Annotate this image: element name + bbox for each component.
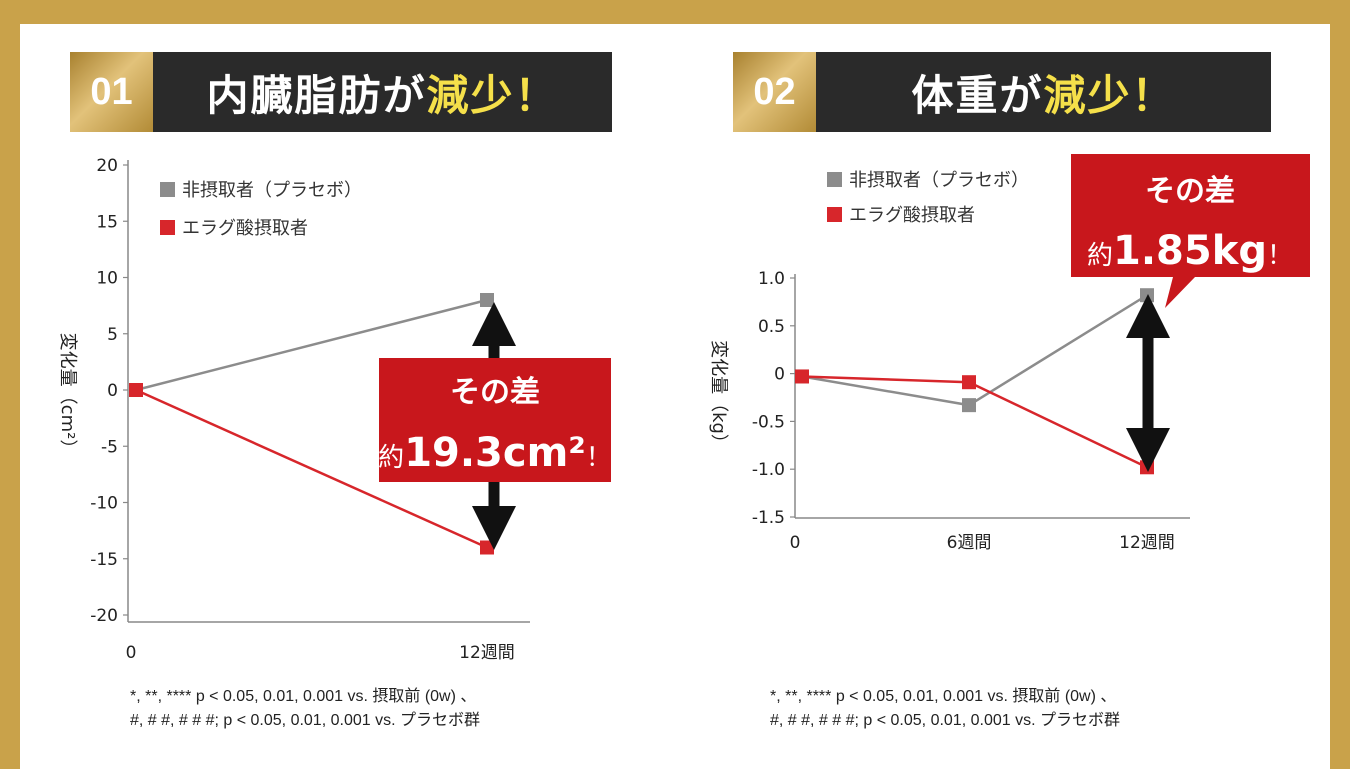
callout-suffix: ！ — [586, 443, 612, 473]
y-tick-label: -5 — [101, 437, 118, 457]
callout-line1: その差 — [450, 375, 540, 410]
content-panel — [20, 24, 1330, 769]
callout-value: 19.3cm² — [404, 430, 586, 476]
y-tick-label: 5 — [107, 325, 118, 345]
panel2-title-highlight: 減少！ — [1043, 70, 1176, 120]
y-tick-label: -1.5 — [752, 508, 785, 528]
panel2-title-main: 体重が — [911, 70, 1044, 120]
data-point-ellagic — [1140, 460, 1154, 475]
data-point-placebo — [480, 293, 494, 307]
x-tick-12w: 12週間 — [459, 643, 515, 663]
data-point-placebo — [962, 398, 976, 413]
panel1-number: 01 — [70, 52, 153, 132]
x-tick-6w: 6週間 — [947, 533, 992, 553]
y-tick-label: 0 — [774, 365, 785, 385]
legend-swatch-placebo — [827, 172, 842, 187]
panel2-header: 02 体重が 減少！ — [733, 52, 1271, 132]
y-tick-label: 0 — [107, 381, 118, 401]
panel1-title-highlight: 減少！ — [426, 70, 559, 120]
series-line-placebo — [135, 298, 488, 392]
data-point-placebo — [1140, 288, 1154, 303]
y-tick-label: 15 — [96, 212, 118, 232]
footnote-line2: #, # #, # # #; p < 0.05, 0.01, 0.001 vs.… — [130, 712, 480, 729]
legend-label-ellagic: エラグ酸摂取者 — [849, 205, 975, 226]
callout-prefix: 約 — [1087, 241, 1113, 271]
panel2-number: 02 — [733, 52, 816, 132]
x-tick-0: 0 — [126, 643, 137, 663]
series-line-ellagic — [801, 375, 1148, 469]
series-line-ellagic — [135, 388, 488, 549]
callout-line2: 約19.3cm²！ — [378, 430, 612, 476]
y-tick-label: -15 — [90, 550, 118, 570]
legend-label-placebo: 非摂取者（プラセボ） — [182, 180, 362, 201]
data-point-ellagic — [129, 383, 143, 397]
y-tick-label: -0.5 — [752, 412, 785, 432]
callout-prefix: 約 — [378, 443, 404, 473]
panel1-header: 01 内臓脂肪が 減少！ — [70, 52, 612, 132]
panel1-title: 内臓脂肪が 減少！ — [153, 52, 612, 132]
difference-callout — [1071, 154, 1310, 308]
data-point-ellagic — [962, 375, 976, 390]
panel1-footnote: *, **, **** p < 0.05, 0.01, 0.001 vs. 摂取… — [130, 685, 480, 733]
data-point-ellagic — [795, 369, 809, 384]
y-tick-label: -10 — [90, 494, 118, 514]
y-axis-label: 変化量（cm²） — [57, 333, 78, 458]
data-point-ellagic — [480, 540, 494, 555]
panel2-footnote: *, **, **** p < 0.05, 0.01, 0.001 vs. 摂取… — [770, 685, 1120, 733]
y-tick-label: 10 — [96, 269, 118, 289]
y-tick-label: -1.0 — [752, 460, 785, 480]
callout-value: 1.85kg — [1113, 228, 1267, 274]
y-tick-label: 1.0 — [758, 269, 785, 289]
footnote-line1: *, **, **** p < 0.05, 0.01, 0.001 vs. 摂取… — [130, 688, 477, 705]
x-tick-0: 0 — [790, 533, 801, 553]
chart-visceral-fat: 20 15 10 5 0 -5 -10 -15 -20 0 12週間 変化量（cm²） 非摂取者… — [57, 156, 612, 663]
y-tick-label: -20 — [90, 606, 118, 626]
legend-label-ellagic: エラグ酸摂取者 — [182, 218, 308, 239]
legend-swatch-ellagic — [160, 220, 175, 235]
chart-body-weight: 1.0 0.5 0 -0.5 -1.0 -1.5 0 6週間 12週間 変化量（kg） 非… — [708, 154, 1310, 553]
panel2-title: 体重が 減少！ — [816, 52, 1271, 132]
callout-line1: その差 — [1145, 174, 1235, 209]
y-tick-label: 0.5 — [758, 317, 785, 337]
footnote-line2: #, # #, # # #; p < 0.05, 0.01, 0.001 vs.… — [770, 712, 1120, 729]
x-tick-12w: 12週間 — [1119, 533, 1175, 553]
callout-line2: 約1.85kg！ — [1087, 228, 1293, 274]
legend-label-placebo: 非摂取者（プラセボ） — [849, 170, 1029, 191]
y-axis-label: 変化量（kg） — [708, 340, 729, 452]
footnote-line1: *, **, **** p < 0.05, 0.01, 0.001 vs. 摂取… — [770, 688, 1117, 705]
callout-suffix: ！ — [1267, 241, 1293, 271]
legend-swatch-placebo — [160, 182, 175, 197]
y-tick-label: 20 — [96, 156, 118, 176]
difference-callout — [379, 358, 611, 482]
legend-swatch-ellagic — [827, 207, 842, 222]
panel1-title-main: 内臓脂肪が — [206, 70, 427, 120]
